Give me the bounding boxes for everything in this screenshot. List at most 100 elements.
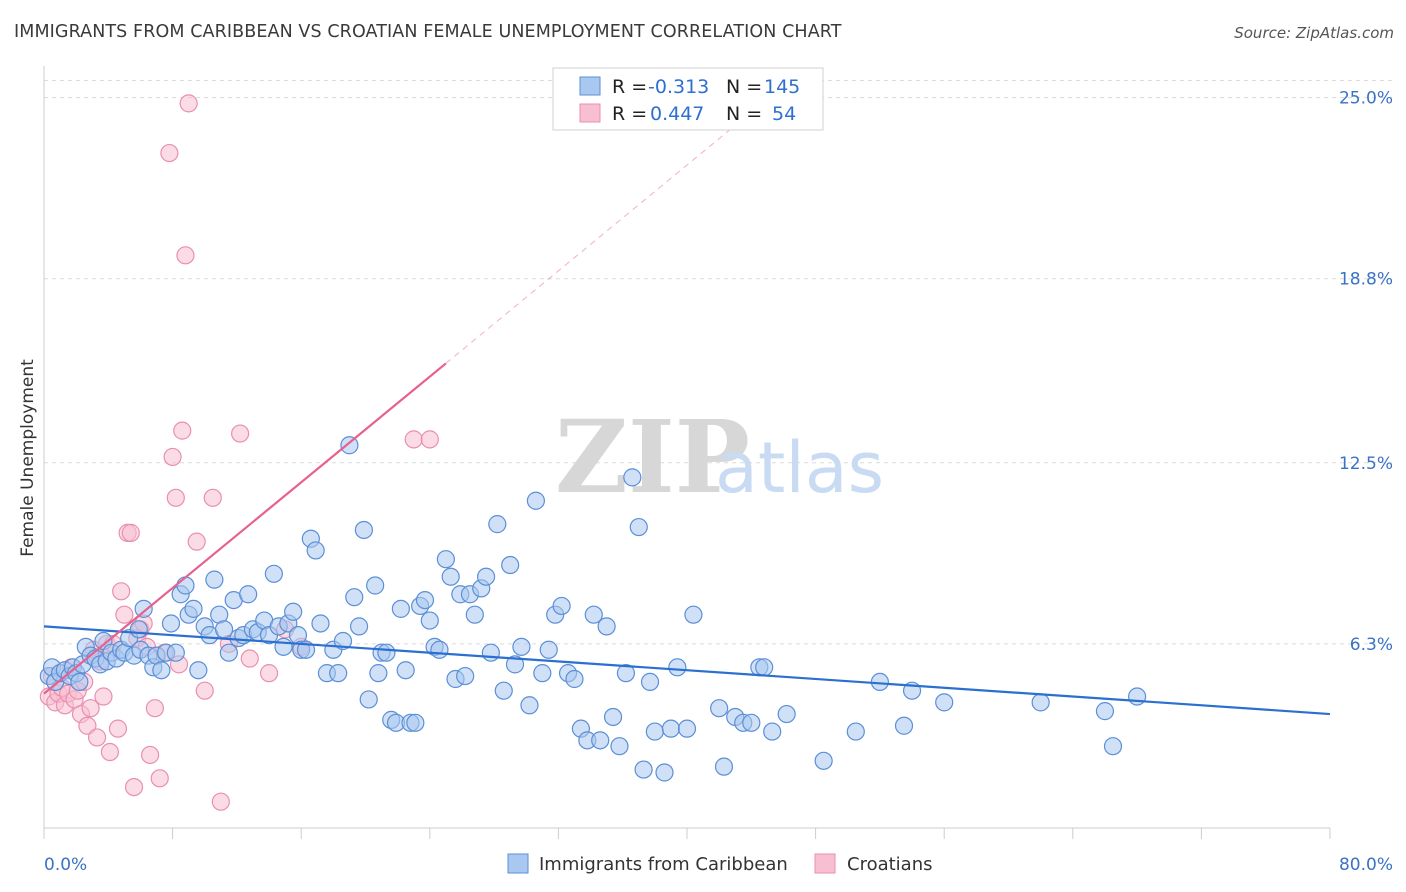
croatians-point bbox=[163, 447, 182, 467]
croatians-point bbox=[404, 430, 423, 449]
caribbean-point bbox=[814, 751, 833, 770]
caribbean-point bbox=[415, 590, 435, 610]
x-tick-labels: 0.0% 80.0% bbox=[44, 855, 1393, 875]
watermark-zip: ZIP bbox=[555, 398, 750, 516]
caribbean-point bbox=[1095, 702, 1115, 721]
croatians-point bbox=[87, 728, 107, 747]
caribbean-points bbox=[39, 436, 1147, 782]
caribbean-point bbox=[539, 640, 558, 659]
caribbean-point bbox=[396, 661, 415, 680]
caribbean-point bbox=[129, 620, 148, 639]
caribbean-point bbox=[476, 567, 496, 586]
legend-swatch-pink bbox=[579, 103, 601, 123]
croatians-point bbox=[160, 143, 179, 163]
bottom-legend-swatch-pink bbox=[814, 853, 836, 874]
caribbean-point bbox=[552, 596, 571, 616]
croatians-point bbox=[121, 523, 140, 542]
caribbean-point bbox=[1031, 693, 1050, 712]
croatians-point bbox=[94, 687, 113, 706]
y-tick-label: 12.5% bbox=[1339, 454, 1393, 474]
legend-n-label: N = bbox=[726, 103, 762, 125]
caribbean-point bbox=[512, 637, 531, 656]
caribbean-point bbox=[369, 664, 388, 683]
croatians-trendline bbox=[43, 362, 447, 695]
bottom-legend: Immigrants from Caribbean Croatians bbox=[507, 853, 933, 875]
caribbean-point bbox=[354, 520, 373, 540]
croatians-point bbox=[81, 699, 100, 718]
legend-swatch-blue bbox=[579, 76, 601, 96]
croatians-point bbox=[112, 582, 131, 601]
bottom-legend-swatch-blue bbox=[507, 853, 529, 874]
y-axis-label: Female Unemployment bbox=[18, 359, 38, 557]
bottom-legend-label-croatians: Croatians bbox=[847, 854, 933, 875]
legend-r-label: R = bbox=[612, 103, 647, 125]
legend-n-value: 54 bbox=[772, 103, 796, 125]
croatians-point bbox=[420, 430, 439, 449]
caribbean-point bbox=[584, 605, 603, 624]
croatians-point bbox=[195, 681, 214, 700]
caribbean-point bbox=[420, 611, 439, 630]
caribbean-point bbox=[306, 541, 325, 560]
caribbean-point bbox=[481, 643, 500, 662]
caribbean-point bbox=[359, 690, 378, 709]
caribbean-point bbox=[152, 661, 171, 680]
caribbean-point bbox=[684, 605, 703, 624]
caribbean-point bbox=[610, 737, 629, 756]
croatians-point bbox=[187, 532, 206, 551]
caribbean-point bbox=[501, 555, 520, 575]
caribbean-point bbox=[456, 666, 475, 686]
caribbean-point bbox=[661, 719, 681, 738]
croatians-point bbox=[166, 488, 185, 507]
caribbean-point bbox=[1127, 687, 1147, 706]
caribbean-point bbox=[166, 643, 185, 662]
y-tick-labels: 6.3% 12.5% 18.8% 25.0% bbox=[1339, 89, 1393, 655]
caribbean-point bbox=[391, 599, 410, 618]
caribbean-point bbox=[755, 658, 774, 677]
caribbean-point bbox=[205, 570, 224, 589]
top-legend: R = -0.313 N = 145 R = 0.447 N = 54 bbox=[552, 67, 824, 131]
caribbean-point bbox=[634, 760, 653, 779]
caribbean-point bbox=[284, 602, 303, 621]
caribbean-point bbox=[189, 661, 208, 680]
caribbean-point bbox=[239, 585, 258, 604]
source-label: Source: ZipAtlas.com bbox=[1234, 24, 1394, 42]
legend-r-value: 0.447 bbox=[650, 103, 704, 125]
caribbean-point bbox=[777, 704, 796, 724]
croatians-point bbox=[179, 94, 198, 113]
caribbean-point bbox=[134, 599, 153, 618]
caribbean-point bbox=[640, 672, 660, 692]
caribbean-point bbox=[533, 664, 552, 683]
caribbean-point bbox=[345, 588, 364, 607]
caribbean-point bbox=[520, 696, 539, 715]
caribbean-point bbox=[377, 643, 396, 662]
caribbean-point bbox=[329, 664, 348, 683]
caribbean-trendline bbox=[43, 625, 1331, 716]
caribbean-point bbox=[846, 722, 865, 741]
x-tick-label: 80.0% bbox=[1339, 855, 1393, 875]
croatians-point bbox=[145, 699, 165, 718]
caribbean-point bbox=[629, 517, 648, 537]
caribbean-point bbox=[311, 614, 330, 633]
caribbean-point bbox=[623, 468, 642, 487]
caribbean-point bbox=[176, 576, 195, 595]
croatians-point bbox=[176, 246, 195, 265]
caribbean-point bbox=[714, 757, 734, 776]
x-tick-label: 0.0% bbox=[44, 855, 87, 875]
caribbean-point bbox=[264, 564, 283, 583]
legend-r-value: -0.313 bbox=[648, 76, 709, 98]
caribbean-point bbox=[349, 617, 369, 636]
croatians-points bbox=[39, 94, 439, 811]
caribbean-point bbox=[677, 719, 697, 738]
legend-r-label: R = bbox=[612, 76, 647, 98]
caribbean-point bbox=[645, 722, 664, 741]
caribbean-point bbox=[668, 658, 687, 677]
croatians-point bbox=[78, 716, 97, 735]
caribbean-point bbox=[494, 681, 513, 700]
caribbean-point bbox=[465, 605, 484, 624]
caribbean-point bbox=[340, 436, 359, 455]
caribbean-point bbox=[616, 664, 636, 683]
croatians-point bbox=[211, 792, 230, 811]
caribbean-point bbox=[366, 576, 385, 595]
caribbean-point bbox=[70, 672, 89, 692]
grid bbox=[44, 80, 1392, 645]
